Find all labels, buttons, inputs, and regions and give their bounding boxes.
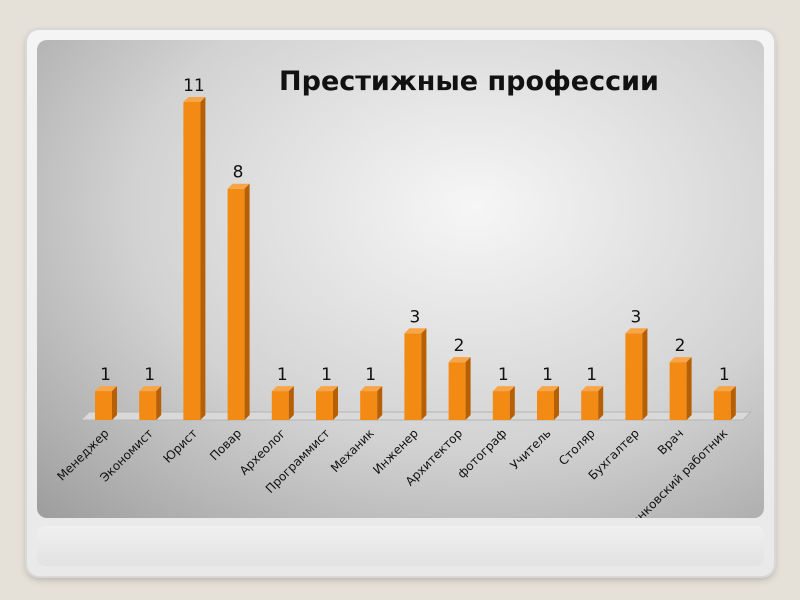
value-label: 1	[498, 365, 509, 385]
bar-front	[581, 391, 599, 420]
bar	[360, 386, 383, 420]
bar-side	[244, 183, 250, 420]
bar-side	[509, 386, 515, 420]
bar-top	[271, 386, 294, 392]
bar-top	[492, 386, 515, 392]
bar	[316, 386, 338, 420]
bar-side	[730, 386, 736, 420]
bar-side	[200, 97, 206, 420]
bar-top	[669, 357, 692, 363]
bars-group	[95, 97, 736, 420]
category-label: Учитель	[507, 426, 553, 472]
bar-top	[360, 386, 383, 392]
value-label: 2	[675, 336, 686, 356]
value-label: 1	[586, 365, 597, 385]
bar-top	[581, 386, 604, 392]
bar	[183, 97, 206, 420]
bar-front	[183, 102, 201, 420]
bar-front	[448, 362, 466, 420]
chart-panel: Престижные профессии 1 1 11 8 1 1 1 3 2 1 1 1 3 2 1 Ме…	[37, 40, 764, 518]
bar	[625, 328, 648, 420]
bar	[492, 386, 515, 420]
bar-side	[598, 386, 604, 420]
category-label: Столяр	[556, 426, 598, 468]
bar-top	[139, 386, 162, 392]
value-label: 11	[183, 76, 205, 96]
bar-top	[227, 183, 250, 189]
bar	[713, 386, 736, 420]
value-label: 2	[454, 336, 465, 356]
bar-side	[465, 357, 471, 420]
bar-front	[316, 391, 333, 420]
bar-side	[288, 386, 294, 420]
category-label: Повар	[207, 426, 244, 463]
bar	[581, 386, 604, 420]
bar	[139, 386, 162, 420]
bar	[271, 386, 294, 420]
bar-top	[95, 386, 117, 392]
bar	[404, 328, 427, 420]
value-label: 1	[277, 365, 288, 385]
value-label: 1	[144, 365, 155, 385]
bar-top	[183, 97, 206, 102]
bar-top	[537, 386, 559, 392]
bar-side	[112, 386, 117, 420]
bar-side	[377, 386, 383, 420]
bar-front	[537, 391, 554, 420]
bar-side	[642, 328, 648, 420]
bar-top	[713, 386, 736, 392]
bar	[669, 357, 692, 420]
bar-side	[554, 386, 559, 420]
bar-front	[492, 391, 510, 420]
bar-side	[156, 386, 162, 420]
bar	[95, 386, 117, 420]
category-label: Юрист	[160, 426, 200, 466]
bar-top	[448, 357, 471, 363]
bar-top	[316, 386, 338, 392]
value-label: 8	[233, 163, 244, 183]
value-label: 1	[100, 365, 111, 385]
bar	[537, 386, 559, 420]
bar-front	[625, 333, 643, 420]
bar-front	[404, 333, 422, 420]
slide-footer-area	[37, 526, 764, 566]
bar-front	[669, 362, 687, 420]
value-label: 3	[409, 307, 420, 327]
bar-top	[625, 328, 648, 334]
bar-front	[227, 188, 245, 420]
value-label: 1	[542, 365, 553, 385]
value-label: 1	[365, 365, 376, 385]
bar	[227, 183, 250, 420]
value-label: 1	[719, 365, 730, 385]
bar-side	[333, 386, 338, 420]
bar-front	[713, 391, 731, 420]
chart-title: Престижные профессии	[279, 66, 659, 97]
bar-front	[139, 391, 157, 420]
bar-top	[404, 328, 427, 334]
slide: Престижные профессии 1 1 11 8 1 1 1 3 2 1 1 1 3 2 1 Ме…	[27, 30, 774, 576]
value-label: 1	[321, 365, 332, 385]
bar-front	[271, 391, 289, 420]
bar-front	[360, 391, 378, 420]
value-label: 3	[630, 307, 641, 327]
bar-side	[421, 328, 427, 420]
category-label: Врач	[655, 426, 686, 457]
bar-side	[686, 357, 692, 420]
bar	[448, 357, 471, 420]
bar-front	[95, 391, 112, 420]
